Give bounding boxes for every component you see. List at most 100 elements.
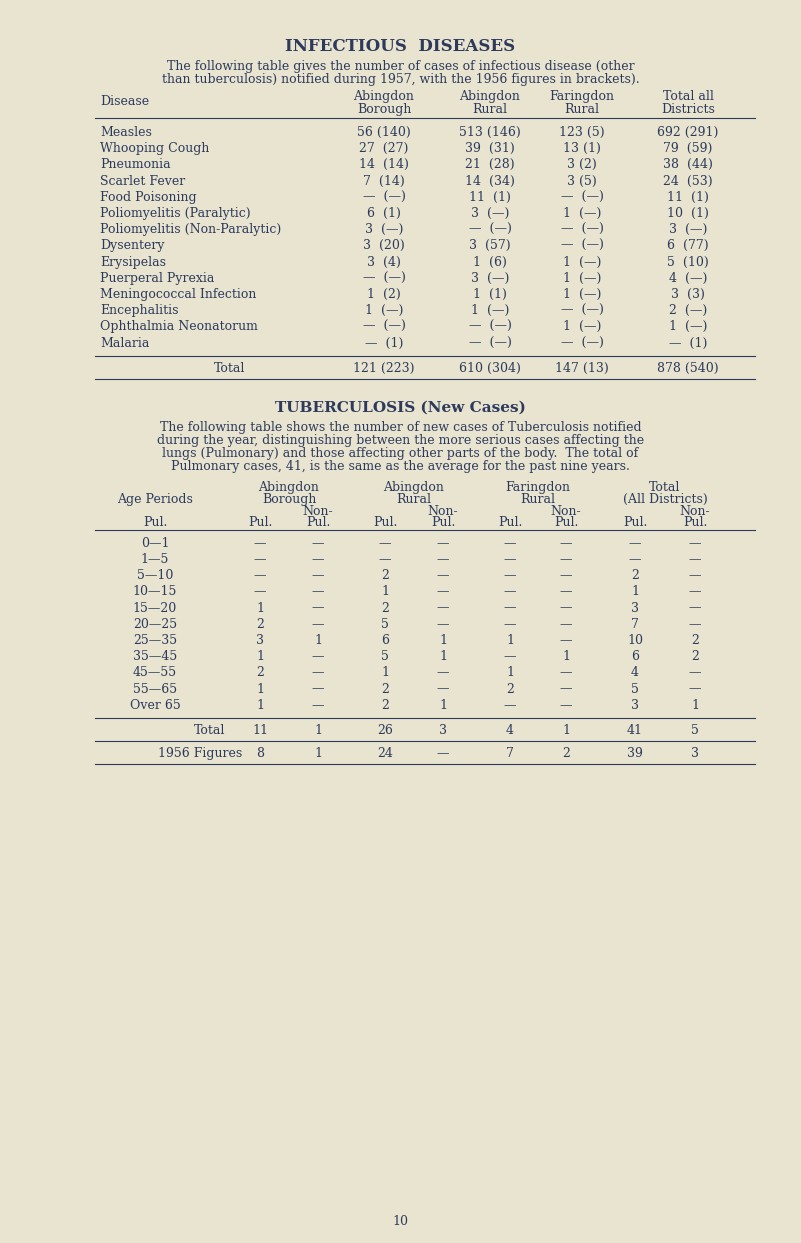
Text: 5: 5 [631,682,639,696]
Text: 1: 1 [506,634,514,648]
Text: Pulmonary cases, 41, is the same as the average for the past nine years.: Pulmonary cases, 41, is the same as the … [171,460,630,472]
Text: —: — [504,585,517,598]
Text: 1: 1 [381,666,389,680]
Text: 3  (—): 3 (—) [471,208,509,220]
Text: —: — [689,618,701,630]
Text: 123 (5): 123 (5) [559,126,605,139]
Text: 1: 1 [631,585,639,598]
Text: —: — [504,537,517,549]
Text: —: — [689,553,701,566]
Text: —: — [689,569,701,582]
Text: 2: 2 [381,699,389,712]
Text: —  (1): — (1) [669,337,707,349]
Text: Dysentery: Dysentery [100,240,164,252]
Text: 24: 24 [377,747,393,759]
Text: 121 (223): 121 (223) [353,362,415,375]
Text: 79  (59): 79 (59) [663,142,713,155]
Text: —: — [437,682,449,696]
Text: —  (—): — (—) [363,321,405,333]
Text: Rural: Rural [565,103,599,116]
Text: 2: 2 [381,602,389,614]
Text: —: — [629,553,642,566]
Text: 2: 2 [631,569,639,582]
Text: lungs (Pulmonary) and those affecting other parts of the body.  The total of: lungs (Pulmonary) and those affecting ot… [163,446,638,460]
Text: 1  (6): 1 (6) [473,256,507,268]
Text: 3  (—): 3 (—) [364,224,403,236]
Text: 3  (—): 3 (—) [471,272,509,285]
Text: 1: 1 [314,723,322,737]
Text: 10  (1): 10 (1) [667,208,709,220]
Text: —  (—): — (—) [561,337,603,349]
Text: —: — [689,666,701,680]
Text: 7: 7 [506,747,514,759]
Text: Ophthalmia Neonatorum: Ophthalmia Neonatorum [100,321,258,333]
Text: 2: 2 [381,682,389,696]
Text: 692 (291): 692 (291) [658,126,718,139]
Text: Pul.: Pul. [682,516,707,528]
Text: 14  (34): 14 (34) [465,174,515,188]
Text: —  (—): — (—) [469,337,511,349]
Text: 5: 5 [381,618,389,630]
Text: TUBERCULOSIS (New Cases): TUBERCULOSIS (New Cases) [275,400,526,415]
Text: Malaria: Malaria [100,337,149,349]
Text: 5: 5 [691,723,699,737]
Text: 1  (—): 1 (—) [563,208,602,220]
Text: 11  (1): 11 (1) [667,190,709,204]
Text: 10: 10 [627,634,643,648]
Text: 1  (—): 1 (—) [563,288,602,301]
Text: Non-: Non- [303,505,333,518]
Text: Over 65: Over 65 [130,699,180,712]
Text: 27  (27): 27 (27) [360,142,409,155]
Text: 3  (4): 3 (4) [367,256,401,268]
Text: Erysipelas: Erysipelas [100,256,166,268]
Text: 1  (—): 1 (—) [471,305,509,317]
Text: —: — [689,537,701,549]
Text: 2: 2 [256,666,264,680]
Text: Faringdon: Faringdon [505,481,570,493]
Text: 5—10: 5—10 [137,569,173,582]
Text: Total all: Total all [662,89,714,103]
Text: Borough: Borough [262,492,316,506]
Text: —  (—): — (—) [469,224,511,236]
Text: —: — [437,537,449,549]
Text: Age Periods: Age Periods [117,492,193,506]
Text: 1: 1 [381,585,389,598]
Text: —: — [560,537,572,549]
Text: 5: 5 [381,650,389,664]
Text: 3  (57): 3 (57) [469,240,511,252]
Text: 1: 1 [256,682,264,696]
Text: Faringdon: Faringdon [549,89,614,103]
Text: 1: 1 [439,699,447,712]
Text: —: — [560,618,572,630]
Text: 15—20: 15—20 [133,602,177,614]
Text: —: — [560,569,572,582]
Text: —: — [560,682,572,696]
Text: Scarlet Fever: Scarlet Fever [100,174,185,188]
Text: 1: 1 [256,602,264,614]
Text: 56 (140): 56 (140) [357,126,411,139]
Text: 21  (28): 21 (28) [465,158,515,172]
Text: —: — [312,699,324,712]
Text: Pul.: Pul. [431,516,455,528]
Text: 3: 3 [631,602,639,614]
Text: —: — [312,650,324,664]
Text: —: — [689,585,701,598]
Text: Poliomyelitis (Paralytic): Poliomyelitis (Paralytic) [100,208,251,220]
Text: 610 (304): 610 (304) [459,362,521,375]
Text: than tuberculosis) notified during 1957, with the 1956 figures in brackets).: than tuberculosis) notified during 1957,… [162,73,639,86]
Text: 1: 1 [562,650,570,664]
Text: Total: Total [215,362,246,375]
Text: —: — [312,682,324,696]
Text: —  (—): — (—) [561,240,603,252]
Text: 2  (—): 2 (—) [669,305,707,317]
Text: Encephalitis: Encephalitis [100,305,179,317]
Text: —: — [437,666,449,680]
Text: Abingdon: Abingdon [460,89,521,103]
Text: —: — [312,569,324,582]
Text: Disease: Disease [100,94,149,108]
Text: 1  (—): 1 (—) [563,272,602,285]
Text: Pul.: Pul. [248,516,272,528]
Text: Abingdon: Abingdon [353,89,414,103]
Text: —: — [437,618,449,630]
Text: The following table gives the number of cases of infectious disease (other: The following table gives the number of … [167,60,634,73]
